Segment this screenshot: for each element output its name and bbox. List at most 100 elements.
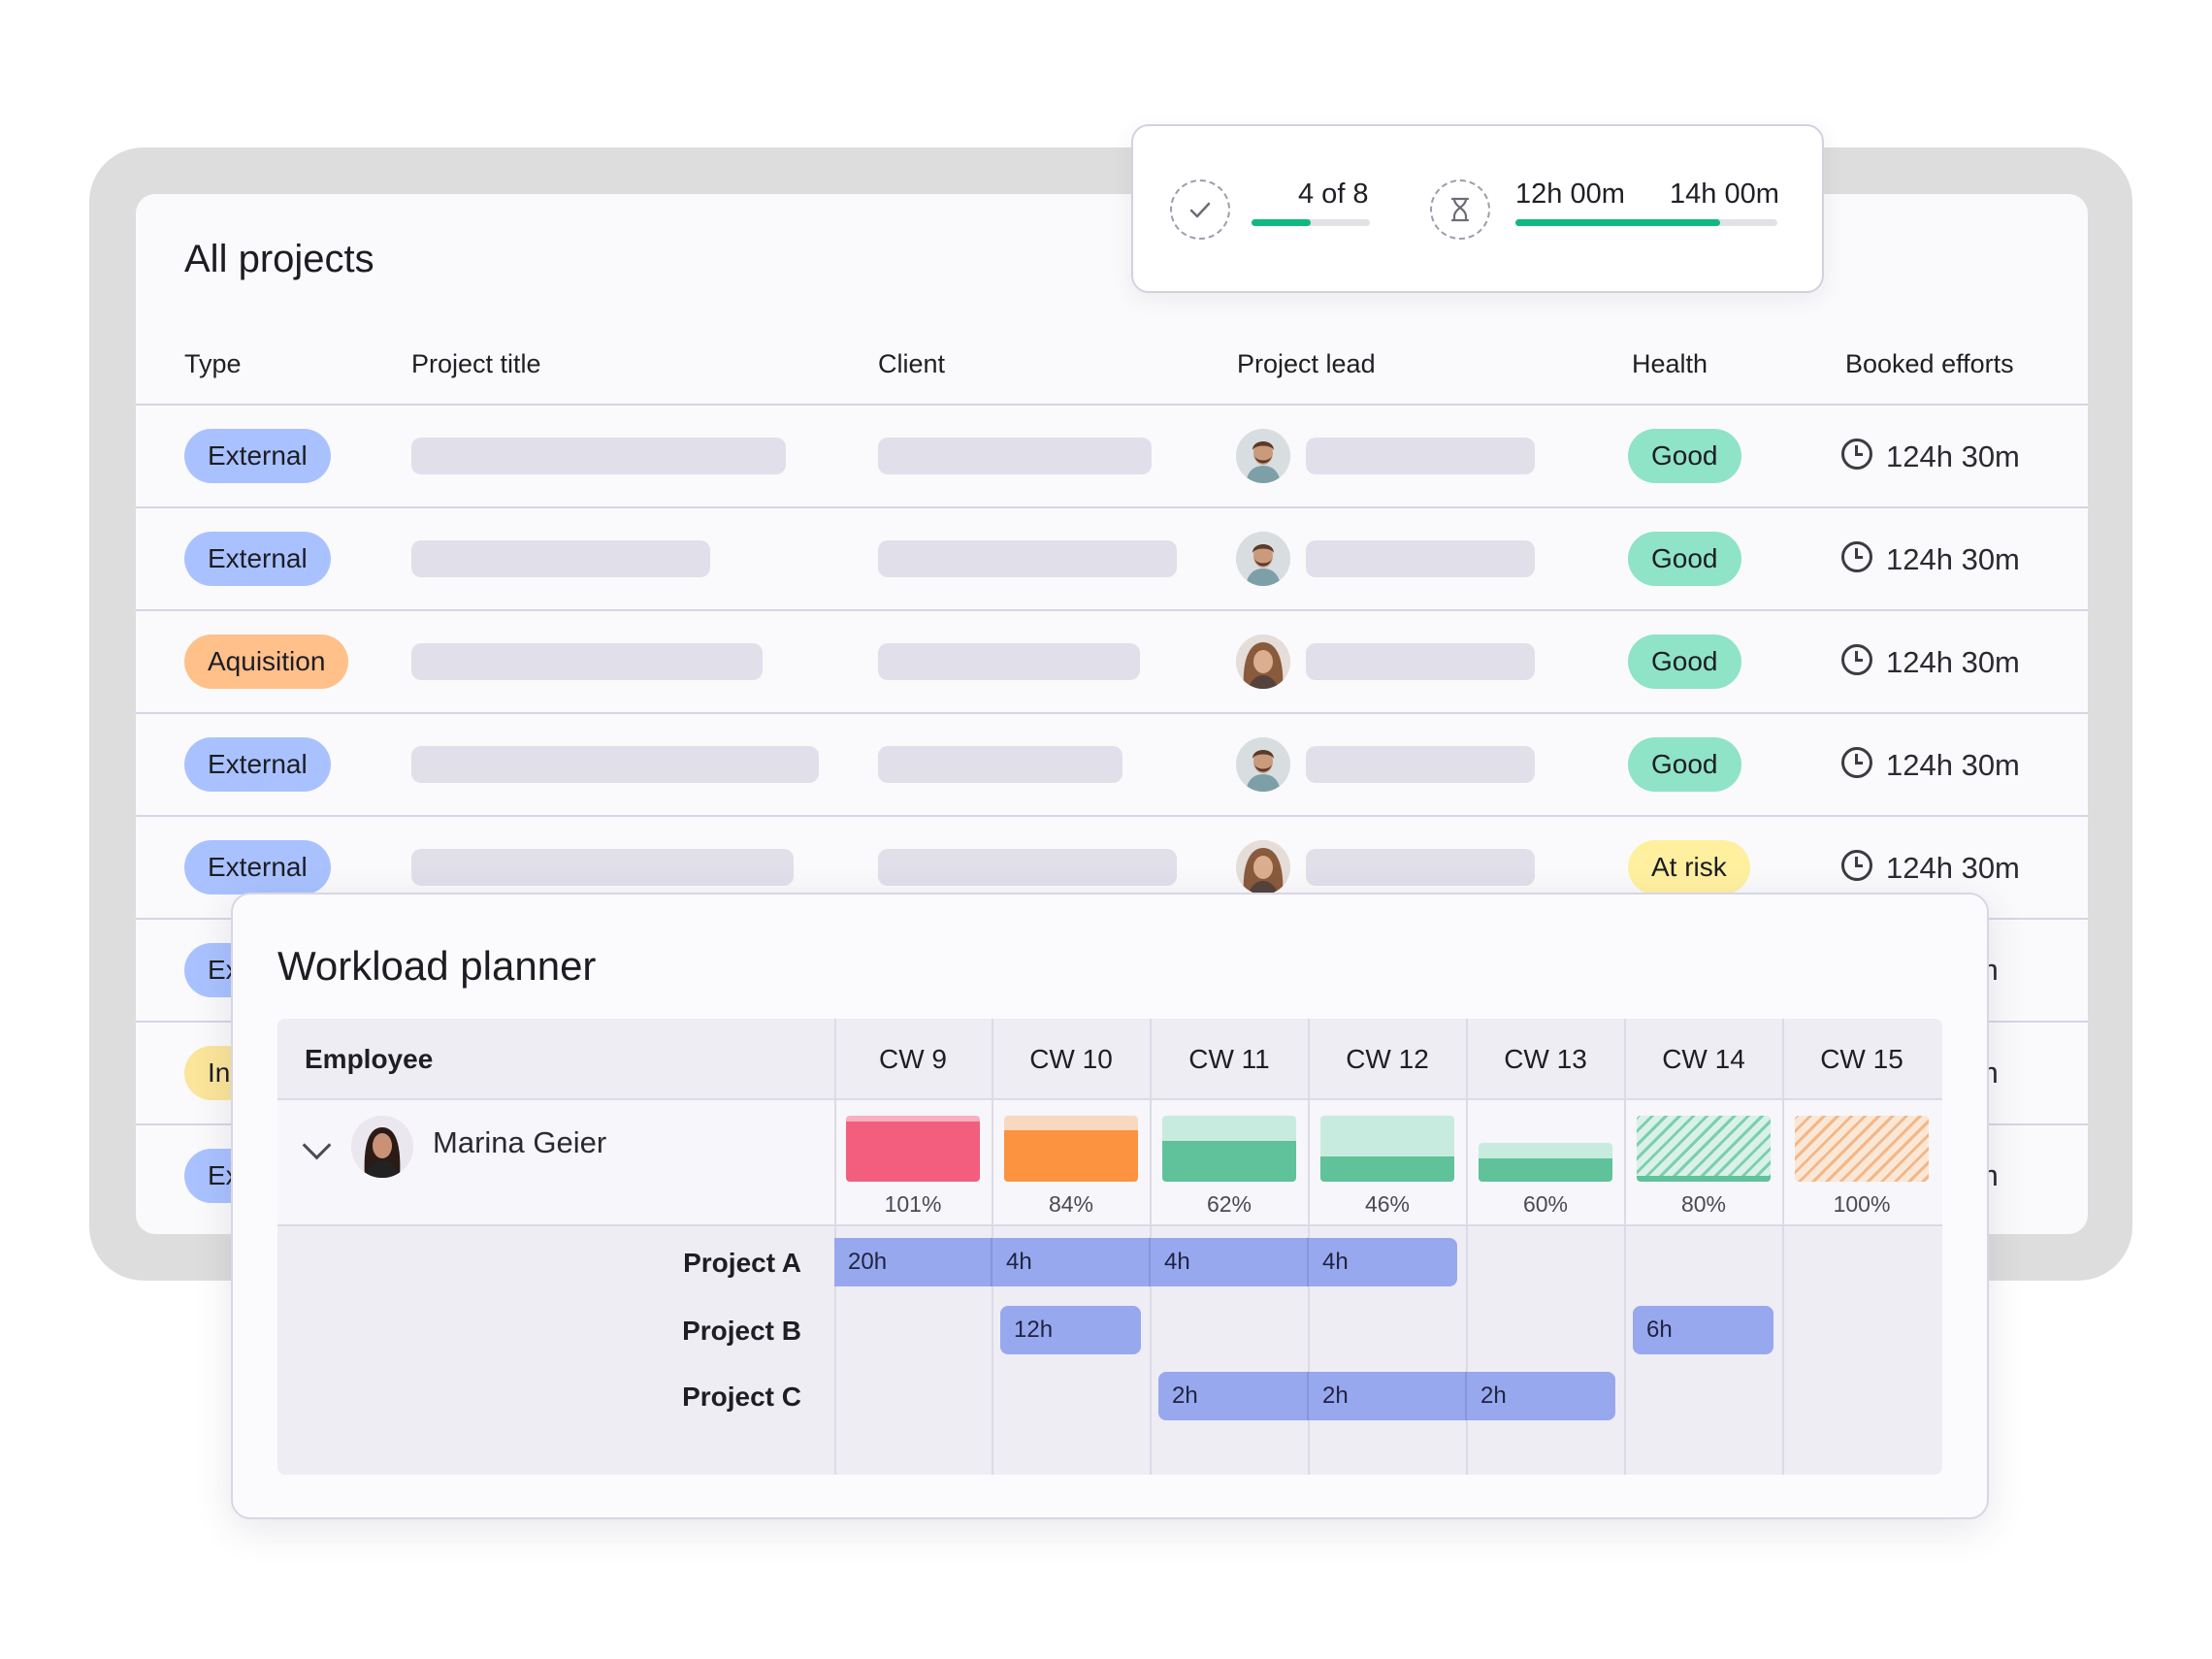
project-lead-avatar [1236,532,1290,586]
project-lead-avatar [1236,737,1290,792]
workload-percentage: 60% [1522,1191,1569,1217]
project-lead-placeholder [1306,540,1535,577]
type-badge[interactable]: Aquisition [184,634,349,689]
column-header-type[interactable]: Type [184,349,242,378]
project-title-placeholder [411,438,786,474]
client-placeholder [878,746,1122,783]
column-divider [1782,1019,1784,1475]
health-badge[interactable]: Good [1628,429,1741,483]
allocation-bar[interactable]: 6h [1633,1306,1773,1354]
hourglass-icon [1430,179,1490,240]
chevron-down-icon[interactable] [302,1130,332,1160]
allocation-bar[interactable]: 2h [1158,1372,1309,1420]
health-badge[interactable]: At risk [1628,840,1750,895]
employee-column-header: Employee [305,1044,434,1074]
health-badge[interactable]: Good [1628,634,1741,689]
page-title: All projects [184,238,374,280]
column-header-client[interactable]: Client [878,349,946,378]
tasks-progress [1252,219,1370,226]
workload-bar[interactable] [1320,1116,1454,1182]
booked-effort: 124h 30m [1841,850,2020,886]
health-badge[interactable]: Good [1628,532,1741,586]
booked-effort-value: 124h 30m [1886,542,2020,576]
workload-bar[interactable] [1004,1116,1138,1182]
project-row-label: Project A [683,1248,801,1278]
workload-fill [1162,1141,1296,1182]
allocation-bar[interactable]: 4h [992,1238,1151,1286]
week-header: CW 15 [1820,1044,1903,1074]
row-divider [136,404,2088,406]
planner-grid: Employee CW 9 CW 10 CW 11 CW 12 CW 13 CW 14 CW… [277,1019,1942,1475]
allocation-bar[interactable]: 4h [1309,1238,1457,1286]
tasks-progress-fill [1252,219,1311,226]
workload-percentage: 46% [1364,1191,1411,1217]
booked-effort: 124h 30m [1841,747,2020,783]
week-header: CW 10 [1029,1044,1113,1074]
booked-effort: 124h 30m [1841,541,2020,577]
clock-icon [1841,850,1872,881]
type-badge[interactable]: External [184,429,331,483]
booked-effort-value: 124h 30m [1886,851,2020,885]
row-divider [136,506,2088,508]
week-header: CW 14 [1662,1044,1745,1074]
project-lead-avatar [1236,840,1290,895]
allocation-bar[interactable]: 2h [1467,1372,1615,1420]
row-divider [136,815,2088,817]
project-row-label: Project B [682,1316,801,1346]
time-planned: 14h 00m [1670,179,1779,210]
workload-bar[interactable] [1479,1143,1612,1182]
booked-effort-value: 124h 30m [1886,645,2020,679]
client-placeholder [878,540,1177,577]
tasks-count: 4 of 8 [1298,179,1369,210]
stats-card: 4 of 8 12h 00m 14h 00m [1131,124,1824,293]
week-header: CW 9 [879,1044,947,1074]
project-lead-placeholder [1306,438,1535,474]
workload-bar[interactable] [1795,1116,1929,1182]
booked-effort: 124h 30m [1841,644,2020,680]
employee-divider [277,1224,1942,1226]
week-header: CW 11 [1188,1044,1270,1074]
type-badge[interactable]: External [184,737,331,792]
column-header-booked-efforts[interactable]: Booked efforts [1845,349,2014,378]
health-badge[interactable]: Good [1628,737,1741,792]
booked-effort: 124h 30m [1841,439,2020,474]
clock-icon [1841,439,1872,470]
project-lead-avatar [1236,429,1290,483]
project-lead-avatar [1236,634,1290,689]
workload-bar[interactable] [1162,1116,1296,1182]
column-header-project-title[interactable]: Project title [411,349,541,378]
project-lead-placeholder [1306,643,1535,680]
project-title-placeholder [411,643,763,680]
workload-fill [1004,1130,1138,1182]
workload-percentage: 80% [1680,1191,1727,1217]
column-header-health[interactable]: Health [1632,349,1708,378]
client-placeholder [878,643,1140,680]
row-divider [136,712,2088,714]
project-row-label: Project C [682,1382,801,1412]
column-divider [1466,1019,1468,1475]
project-title-placeholder [411,540,710,577]
header-divider [277,1098,1942,1100]
workload-bar[interactable] [1637,1116,1771,1182]
planner-header-row: Employee CW 9 CW 10 CW 11 CW 12 CW 13 CW 14 CW… [277,1019,1942,1098]
column-header-project-lead[interactable]: Project lead [1237,349,1376,378]
workload-planner: Workload planner Employee CW 9 CW 10 CW 11… [231,893,1989,1519]
clock-icon [1841,747,1872,778]
type-badge[interactable]: External [184,840,331,895]
employee-name[interactable]: Marina Geier [433,1125,607,1159]
allocation-bar[interactable]: 20h [834,1238,992,1286]
type-badge[interactable]: External [184,532,331,586]
time-progress [1515,219,1777,226]
workload-bar[interactable] [846,1116,980,1182]
client-placeholder [878,438,1152,474]
employee-row[interactable]: Marina Geier 101% 84% 62% 46% 60% 80% 100% [277,1100,1942,1224]
clock-icon [1841,644,1872,675]
allocation-bar[interactable]: 4h [1151,1238,1309,1286]
time-progress-fill [1515,219,1720,226]
allocation-bar[interactable]: 12h [1000,1306,1141,1354]
workload-fill [1479,1158,1612,1182]
project-title-placeholder [411,746,819,783]
booked-effort-value: 124h 30m [1886,439,2020,473]
allocation-bar[interactable]: 2h [1309,1372,1467,1420]
time-logged: 12h 00m [1515,179,1625,210]
